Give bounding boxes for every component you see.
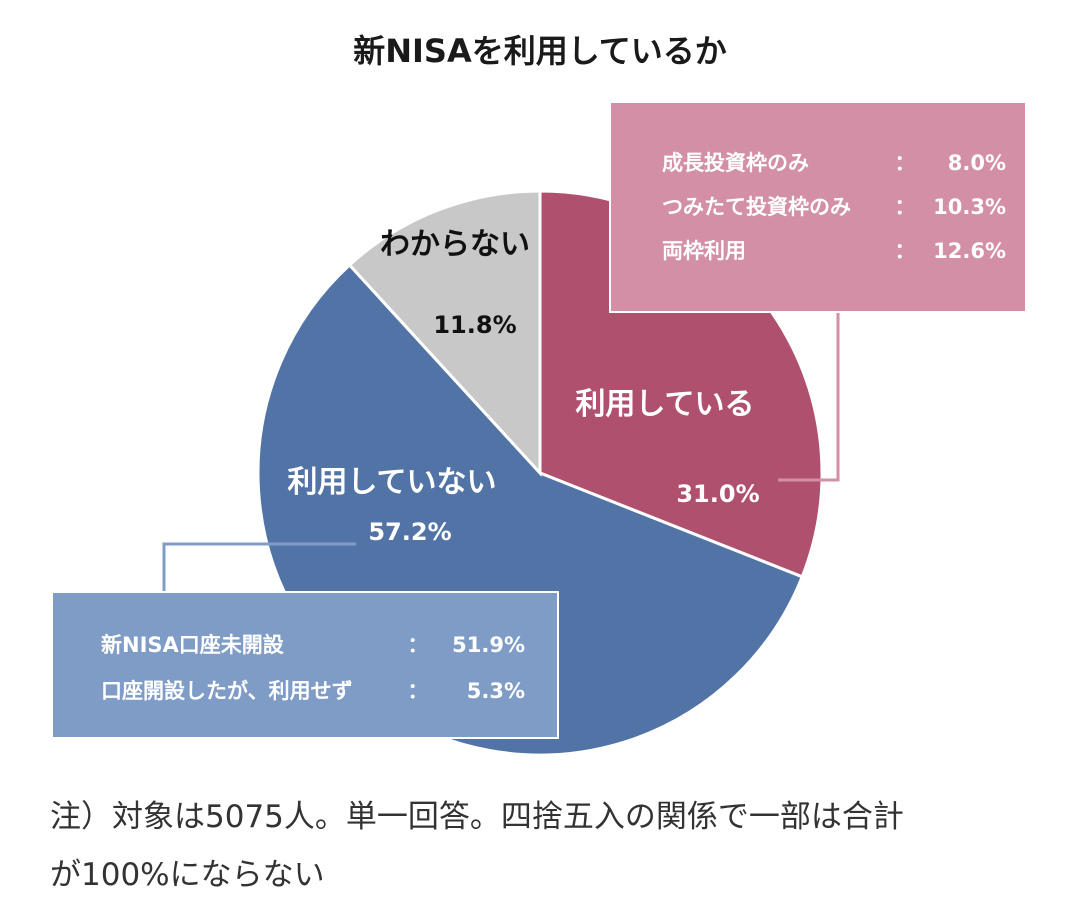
leader-lines [162,312,840,592]
breakdown-item-value: 10.3% [933,195,1006,219]
slice-percent-3: 11.8% [433,311,516,339]
breakdown-item-separator: ： [408,633,429,657]
breakdown-item-separator: ： [895,239,916,263]
breakdown-boxes: 成長投資枠のみ ： 8.0% つみたて投資枠のみ ： 10.3% 両枠利用 ： 12.6% 新NI… [51,101,1027,739]
breakdown-item-value: 8.0% [948,151,1006,175]
slice-percent-1: 31.0% [676,480,759,508]
breakdown-item-name: 新NISA口座未開設 [101,633,285,657]
leader-line-2 [162,542,356,592]
chart-title: 新NISAを利用しているか [353,32,727,70]
breakdown-item-separator: ： [895,195,916,219]
breakdown-item-name: 両枠利用 [662,239,746,263]
breakdown-item-value: 12.6% [933,239,1006,263]
leader-line-1 [778,312,840,482]
breakdown-item-name: 口座開設したが、利用せず [101,679,353,703]
breakdown-item-separator: ： [408,679,429,703]
breakdown-box-1 [609,101,1027,313]
breakdown-box-2 [51,591,559,739]
footnote: 注）対象は5075人。単一回答。四捨五入の関係で一部は合計 が100%にならない [50,788,1050,904]
slice-label-1: 利用している [575,387,754,422]
slice-label-2: 利用していない [287,465,496,500]
breakdown-item-value: 51.9% [452,633,525,657]
slice-labels: 利用している 31.0% 利用していない 57.2% わからない 11.8% [287,227,759,546]
footnote-line-1: 注）対象は5075人。単一回答。四捨五入の関係で一部は合計 [50,799,904,835]
footnote-line-2: が100%にならない [50,857,325,893]
slice-label-3: わからない [380,227,530,262]
breakdown-item-name: つみたて投資枠のみ [662,195,851,219]
slice-percent-2: 57.2% [368,518,451,546]
breakdown-item-name: 成長投資枠のみ [662,151,809,175]
breakdown-item-separator: ： [895,151,916,175]
pie-slice-3 [347,189,542,477]
breakdown-item-value: 5.3% [467,679,525,703]
